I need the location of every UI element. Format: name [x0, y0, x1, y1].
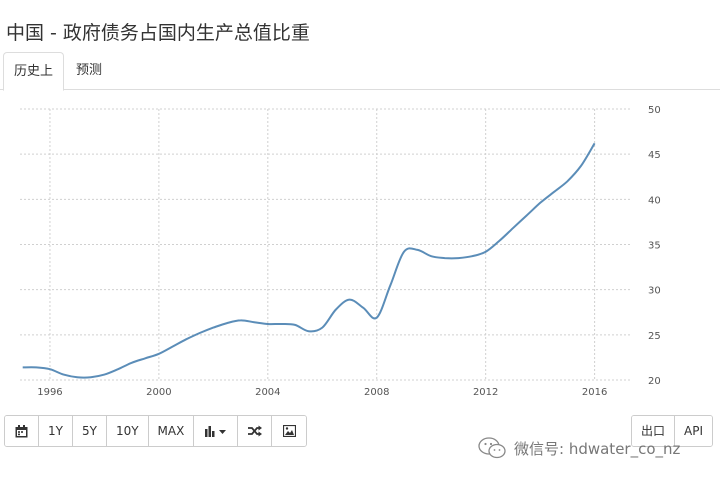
y-tick-label: 35 [648, 241, 661, 252]
data-point [526, 215, 528, 217]
data-point [430, 255, 432, 257]
api-button[interactable]: API [675, 416, 712, 446]
grid [20, 108, 630, 381]
download-image-button[interactable] [272, 416, 307, 446]
calendar-icon [15, 424, 28, 437]
data-point [267, 323, 269, 325]
data-point [389, 284, 391, 286]
data-point [131, 362, 133, 364]
page-title: 中国 - 政府债务占国内生产总值比重 [6, 22, 310, 44]
data-point [580, 165, 582, 167]
x-tick-label: 2016 [582, 387, 607, 398]
data-point [90, 376, 92, 378]
data-point [498, 240, 500, 242]
data-point [308, 330, 310, 332]
x-tick-label: 2008 [364, 387, 389, 398]
y-tick-label: 50 [648, 105, 661, 116]
data-point [144, 357, 146, 359]
y-tick-label: 45 [648, 150, 661, 161]
series-layer [22, 142, 596, 379]
image-icon [282, 425, 296, 437]
tab-forecast[interactable]: 预测 [76, 63, 103, 78]
data-point [240, 319, 242, 321]
data-point [212, 327, 214, 329]
y-tick-label: 25 [648, 331, 661, 342]
series-line [22, 142, 596, 379]
caret-down-icon [218, 430, 226, 434]
wechat-icon [478, 437, 506, 459]
data-point [444, 257, 446, 259]
data-point [457, 257, 459, 259]
data-point [566, 180, 568, 182]
range-1y-button[interactable]: 1Y [39, 416, 73, 446]
data-point [253, 321, 255, 323]
y-tick-label: 30 [648, 286, 661, 297]
data-point [485, 251, 487, 253]
data-point [63, 374, 65, 376]
data-point [335, 309, 337, 311]
x-tick-label: 2012 [473, 387, 498, 398]
watermark-text: 微信号: hdwater_co_nz [514, 439, 681, 458]
y-tick-label: 20 [648, 376, 661, 387]
shuffle-icon [247, 425, 262, 437]
data-point [403, 251, 405, 253]
data-point [158, 353, 160, 355]
x-tick-label: 1996 [37, 387, 62, 398]
x-tick-label: 2004 [255, 387, 280, 398]
data-point [594, 142, 596, 144]
data-point [172, 346, 174, 348]
x-tick-label: 2000 [146, 387, 171, 398]
data-point [362, 307, 364, 309]
range-max-button[interactable]: MAX [148, 416, 195, 446]
watermark: 微信号: hdwater_co_nz [478, 436, 680, 460]
data-point [539, 202, 541, 204]
data-point [321, 327, 323, 329]
data-point [199, 332, 201, 334]
axis-ticks: 20 25 30 35 40 45 50 1996 2000 2004 2008 2012 2016 [37, 105, 661, 398]
y-tick-label: 40 [648, 195, 661, 206]
chart-toolbar: 1Y 5Y 10Y MAX [4, 415, 308, 447]
data-point [103, 374, 105, 376]
data-point [22, 366, 24, 368]
range-10y-button[interactable]: 10Y [106, 416, 149, 446]
export-button[interactable]: 出口 [632, 416, 676, 446]
data-point [471, 255, 473, 257]
data-point [49, 368, 51, 370]
data-point [417, 249, 419, 251]
line-chart: 20 25 30 35 40 45 50 1996 2000 2004 2008 2012 2016 [20, 105, 661, 398]
tab-historical[interactable]: 历史上 [3, 52, 65, 91]
export-group: 出口 API [631, 415, 713, 447]
data-point [376, 317, 378, 319]
bar-chart-icon [204, 426, 226, 437]
data-point [349, 299, 351, 301]
data-point [76, 376, 78, 378]
data-point [35, 366, 37, 368]
chart-type-dropdown[interactable] [194, 416, 239, 446]
data-point [117, 368, 119, 370]
chart-area: 20 25 30 35 40 45 50 1996 2000 2004 2008 2012 2016 [0, 92, 720, 407]
tab-bar: 历史上 预测 [0, 52, 720, 91]
calendar-button[interactable] [5, 416, 39, 446]
data-point [226, 322, 228, 324]
compare-button[interactable] [238, 416, 273, 446]
data-point [185, 338, 187, 340]
data-point [553, 191, 555, 193]
data-point [512, 227, 514, 229]
data-point [280, 323, 282, 325]
range-5y-button[interactable]: 5Y [72, 416, 107, 446]
data-point [294, 324, 296, 326]
